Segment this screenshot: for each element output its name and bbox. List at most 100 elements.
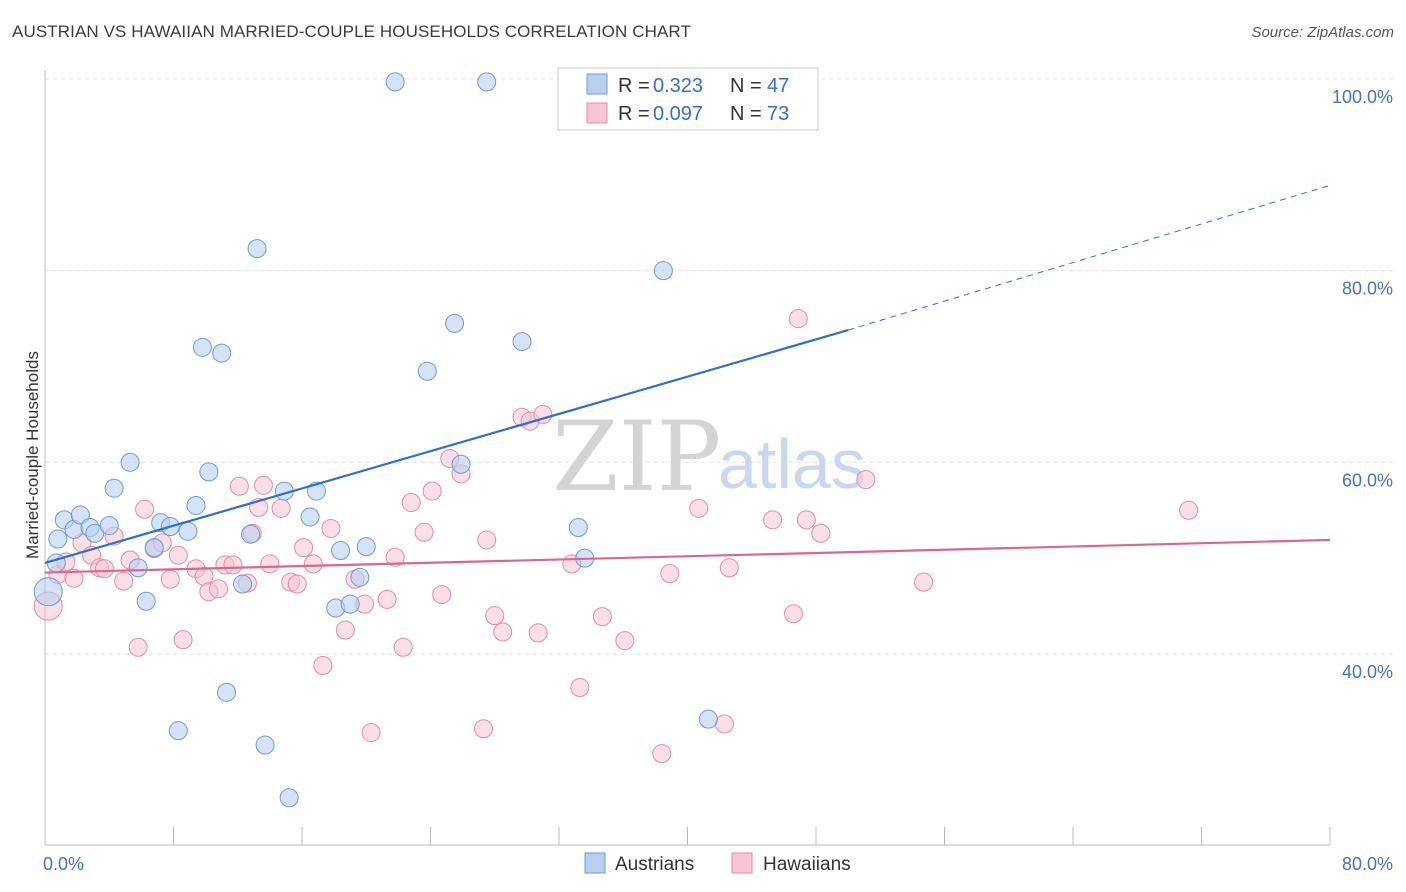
austrians-point-18 [192,337,212,357]
hawaiians-point-56 [528,623,548,643]
austrians-point-19 [199,462,219,482]
bottom-legend-austrians: Austrians [615,854,694,875]
watermark-atlas: atlas [718,425,866,503]
y-tick-label-0: 40.0% [1342,662,1393,682]
austrians-point-38 [451,454,471,474]
x-tick-labels: 0.0% 80.0% [43,854,1393,874]
hawaiians-point-33 [294,538,314,558]
hawaiians-point-59 [570,678,590,698]
austrians-point-33 [350,567,370,587]
axes [44,70,1331,846]
hawaiians-point-24 [229,476,249,496]
hawaiians-point-46 [422,481,442,501]
hawaiians-point-36 [321,518,341,538]
austrians-point-23 [241,524,261,544]
hawaiians-point-29 [260,554,280,574]
source-label: Source: ZipAtlas.com [1251,24,1394,41]
watermark: ZIP atlas [552,401,866,513]
austrians-point-0 [33,577,63,607]
y-tick-label-2: 80.0% [1342,279,1393,299]
austrians-point-1 [48,529,68,549]
austrians-point-37 [445,313,465,333]
hawaiians-points [33,309,1199,764]
hawaiians-point-9 [114,571,134,591]
hawaiians-point-40 [361,723,381,743]
y-tick-label-1: 60.0% [1342,470,1393,490]
hawaiians-point-60 [592,607,612,627]
y-tick-label-3: 100.0% [1332,87,1393,107]
hawaiians-point-44 [401,493,421,513]
austrians-point-28 [300,507,320,527]
hawaiians-point-15 [160,569,180,589]
hawaiians-point-61 [615,631,635,651]
hawaiians-point-70 [796,510,816,530]
hawaiians-point-45 [414,522,434,542]
austrians-point-11 [136,591,156,611]
austrians-point-22 [233,574,253,594]
austrians-point-9 [120,452,140,472]
hawaiians-point-35 [313,656,333,675]
austrians-point-34 [356,537,376,557]
austrians-point-46 [46,553,66,573]
austrians-point-32 [340,594,360,614]
legend-r-value-1: 0.323 [653,75,703,97]
austrians-point-40 [512,332,532,352]
austrians-point-45 [698,709,718,729]
x-tick-label-1: 80.0% [1342,854,1393,874]
y-tick-labels: 40.0% 60.0% 80.0% 100.0% [1332,87,1393,682]
austrians-point-25 [255,735,275,755]
hawaiians-point-68 [784,604,804,624]
hawaiians-point-50 [474,719,494,739]
austrians-point-31 [331,541,351,560]
hawaiians-point-43 [393,637,413,657]
hawaiians-point-51 [477,530,497,550]
austrians-point-10 [128,558,148,578]
legend-n-value-1: 47 [767,75,789,97]
hawaiians-point-64 [689,498,709,518]
bottom-legend-hawaiians: Hawaiians [763,854,851,875]
austrians-point-21 [217,682,237,702]
hawaiians-point-41 [377,589,397,609]
hawaiians-point-71 [811,523,831,543]
austrians-point-41 [568,518,588,537]
hawaiians-point-11 [128,637,148,657]
hawaiians-point-62 [652,744,672,764]
austrians-point-36 [417,361,437,381]
hawaiians-point-67 [763,510,783,530]
hawaiians-point-12 [135,499,155,519]
hawaiians-point-16 [168,545,188,565]
austrians-point-7 [99,516,119,536]
legend-box: R = 0.323 N = 47 R = 0.097 N = 73 [557,67,819,131]
legend-n-value-2: 73 [767,103,789,125]
chart-title: AUSTRIAN VS HAWAIIAN MARRIED-COUPLE HOUS… [12,22,691,41]
hawaiians-point-47 [432,585,452,605]
legend-swatch-austrians [586,73,608,95]
hawaiians-point-53 [493,622,513,642]
bottom-legend-swatch-austrians [584,852,606,874]
hawaiians-point-21 [208,579,228,599]
austrians-point-20 [212,343,232,363]
austrians-point-39 [477,72,497,92]
hawaiians-point-32 [287,574,307,594]
legend-r-value-2: 0.097 [653,103,703,125]
hawaiians-point-63 [660,564,680,583]
hawaiians-point-30 [271,498,291,518]
hawaiians-point-72 [856,470,876,490]
legend-n-label-2: N = [730,103,762,125]
hawaiians-point-37 [335,620,355,640]
hawaiians-point-23 [223,555,243,575]
hawaiians-point-3 [64,568,84,588]
legend-n-label-1: N = [730,75,762,97]
hawaiians-point-17 [173,630,193,650]
bottom-legend: Austrians Hawaiians [584,852,851,875]
austrians-trend-line [44,329,849,565]
legend-r-label-2: R = [618,103,650,125]
hawaiians-point-34 [303,554,323,574]
trend-lines [44,184,1331,574]
hawaiians-point-66 [719,558,739,578]
watermark-zip: ZIP [552,401,721,513]
y-axis-label: Married-couple Households [23,351,42,559]
hawaiians-trend-line [44,538,1331,574]
legend-swatch-hawaiians [586,102,608,124]
hawaiians-point-42 [385,547,405,567]
